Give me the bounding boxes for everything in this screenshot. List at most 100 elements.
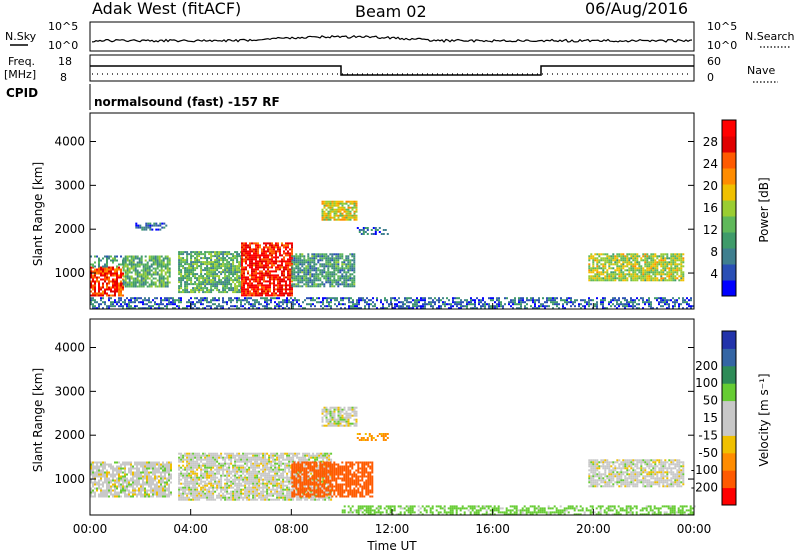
data-cell — [315, 269, 318, 272]
data-cell — [660, 279, 663, 282]
data-cell — [178, 287, 181, 290]
data-cell — [170, 467, 172, 470]
data-cell — [608, 275, 611, 278]
data-cell — [353, 214, 356, 217]
data-cell — [196, 486, 199, 489]
data-cell — [204, 273, 207, 276]
data-cell — [337, 271, 340, 274]
data-cell — [291, 248, 293, 251]
data-cell — [345, 277, 348, 280]
data-cell — [102, 257, 104, 260]
data-cell — [560, 297, 562, 300]
data-cell — [220, 474, 223, 477]
data-cell — [670, 271, 673, 274]
data-cell — [140, 277, 143, 280]
data-cell — [339, 200, 342, 203]
data-cell — [142, 279, 145, 282]
data-cell — [263, 254, 265, 257]
data-cell — [333, 200, 336, 203]
data-cell — [666, 275, 669, 278]
data-cell — [180, 275, 183, 278]
data-cell — [198, 464, 201, 467]
data-cell — [202, 291, 205, 294]
data-cell — [654, 265, 657, 268]
data-cell — [321, 255, 324, 258]
data-cell — [313, 263, 316, 266]
data-cell — [281, 274, 283, 277]
data-cell — [676, 299, 678, 302]
data-cell — [466, 303, 468, 306]
data-cell — [136, 257, 139, 260]
data-cell — [636, 257, 639, 260]
data-cell — [212, 496, 215, 499]
data-cell — [259, 270, 261, 273]
data-cell — [326, 299, 328, 302]
data-cell — [108, 465, 110, 468]
data-cell — [106, 495, 108, 498]
data-cell — [116, 282, 118, 285]
data-cell — [216, 460, 219, 463]
data-cell — [628, 253, 631, 256]
data-cell — [160, 279, 163, 282]
data-cell — [104, 467, 106, 470]
data-cell — [152, 277, 155, 280]
data-cell — [622, 261, 625, 264]
data-cell — [146, 271, 149, 274]
data-cell — [196, 283, 199, 286]
data-cell — [313, 277, 316, 280]
data-cell — [124, 257, 127, 260]
data-cell — [220, 265, 223, 268]
data-cell — [247, 286, 249, 289]
data-cell — [337, 255, 340, 258]
data-cell — [126, 495, 128, 498]
data-cell — [232, 454, 235, 457]
data-cell — [307, 263, 310, 266]
data-cell — [624, 299, 626, 302]
data-cell — [160, 259, 163, 262]
data-cell — [94, 280, 96, 283]
data-cell — [186, 277, 189, 280]
data-cell — [168, 475, 170, 478]
data-cell — [590, 271, 593, 274]
data-cell — [620, 267, 623, 270]
data-cell — [271, 254, 273, 257]
data-cell — [150, 263, 153, 266]
data-cell — [92, 292, 94, 295]
data-cell — [512, 299, 514, 302]
data-cell — [296, 301, 298, 304]
data-cell — [224, 273, 227, 276]
data-cell — [319, 285, 322, 288]
data-cell — [598, 279, 601, 282]
data-cell — [208, 281, 211, 284]
data-cell — [606, 307, 608, 310]
data-cell — [255, 258, 257, 261]
data-cell — [311, 255, 314, 258]
data-cell — [160, 303, 162, 306]
data-cell — [200, 299, 202, 302]
data-cell — [178, 480, 181, 483]
data-cell — [114, 286, 116, 289]
data-cell — [184, 287, 187, 290]
data-cell — [152, 491, 154, 494]
data-cell — [275, 284, 277, 287]
data-cell — [148, 301, 150, 304]
data-cell — [130, 461, 132, 464]
data-cell — [212, 488, 215, 491]
data-cell — [672, 275, 675, 278]
data-cell — [260, 303, 262, 306]
data-cell — [126, 257, 129, 260]
data-cell — [682, 253, 685, 256]
data-cell — [204, 285, 207, 288]
data-cell — [674, 267, 677, 270]
data-cell — [218, 303, 220, 306]
data-cell — [602, 273, 605, 276]
data-cell — [100, 479, 102, 482]
data-cell — [279, 278, 281, 281]
data-cell — [246, 297, 248, 300]
data-cell — [90, 479, 92, 482]
data-cell — [345, 208, 348, 211]
data-cell — [124, 463, 126, 466]
data-cell — [141, 228, 144, 231]
data-cell — [232, 299, 234, 302]
data-cell — [285, 248, 287, 251]
